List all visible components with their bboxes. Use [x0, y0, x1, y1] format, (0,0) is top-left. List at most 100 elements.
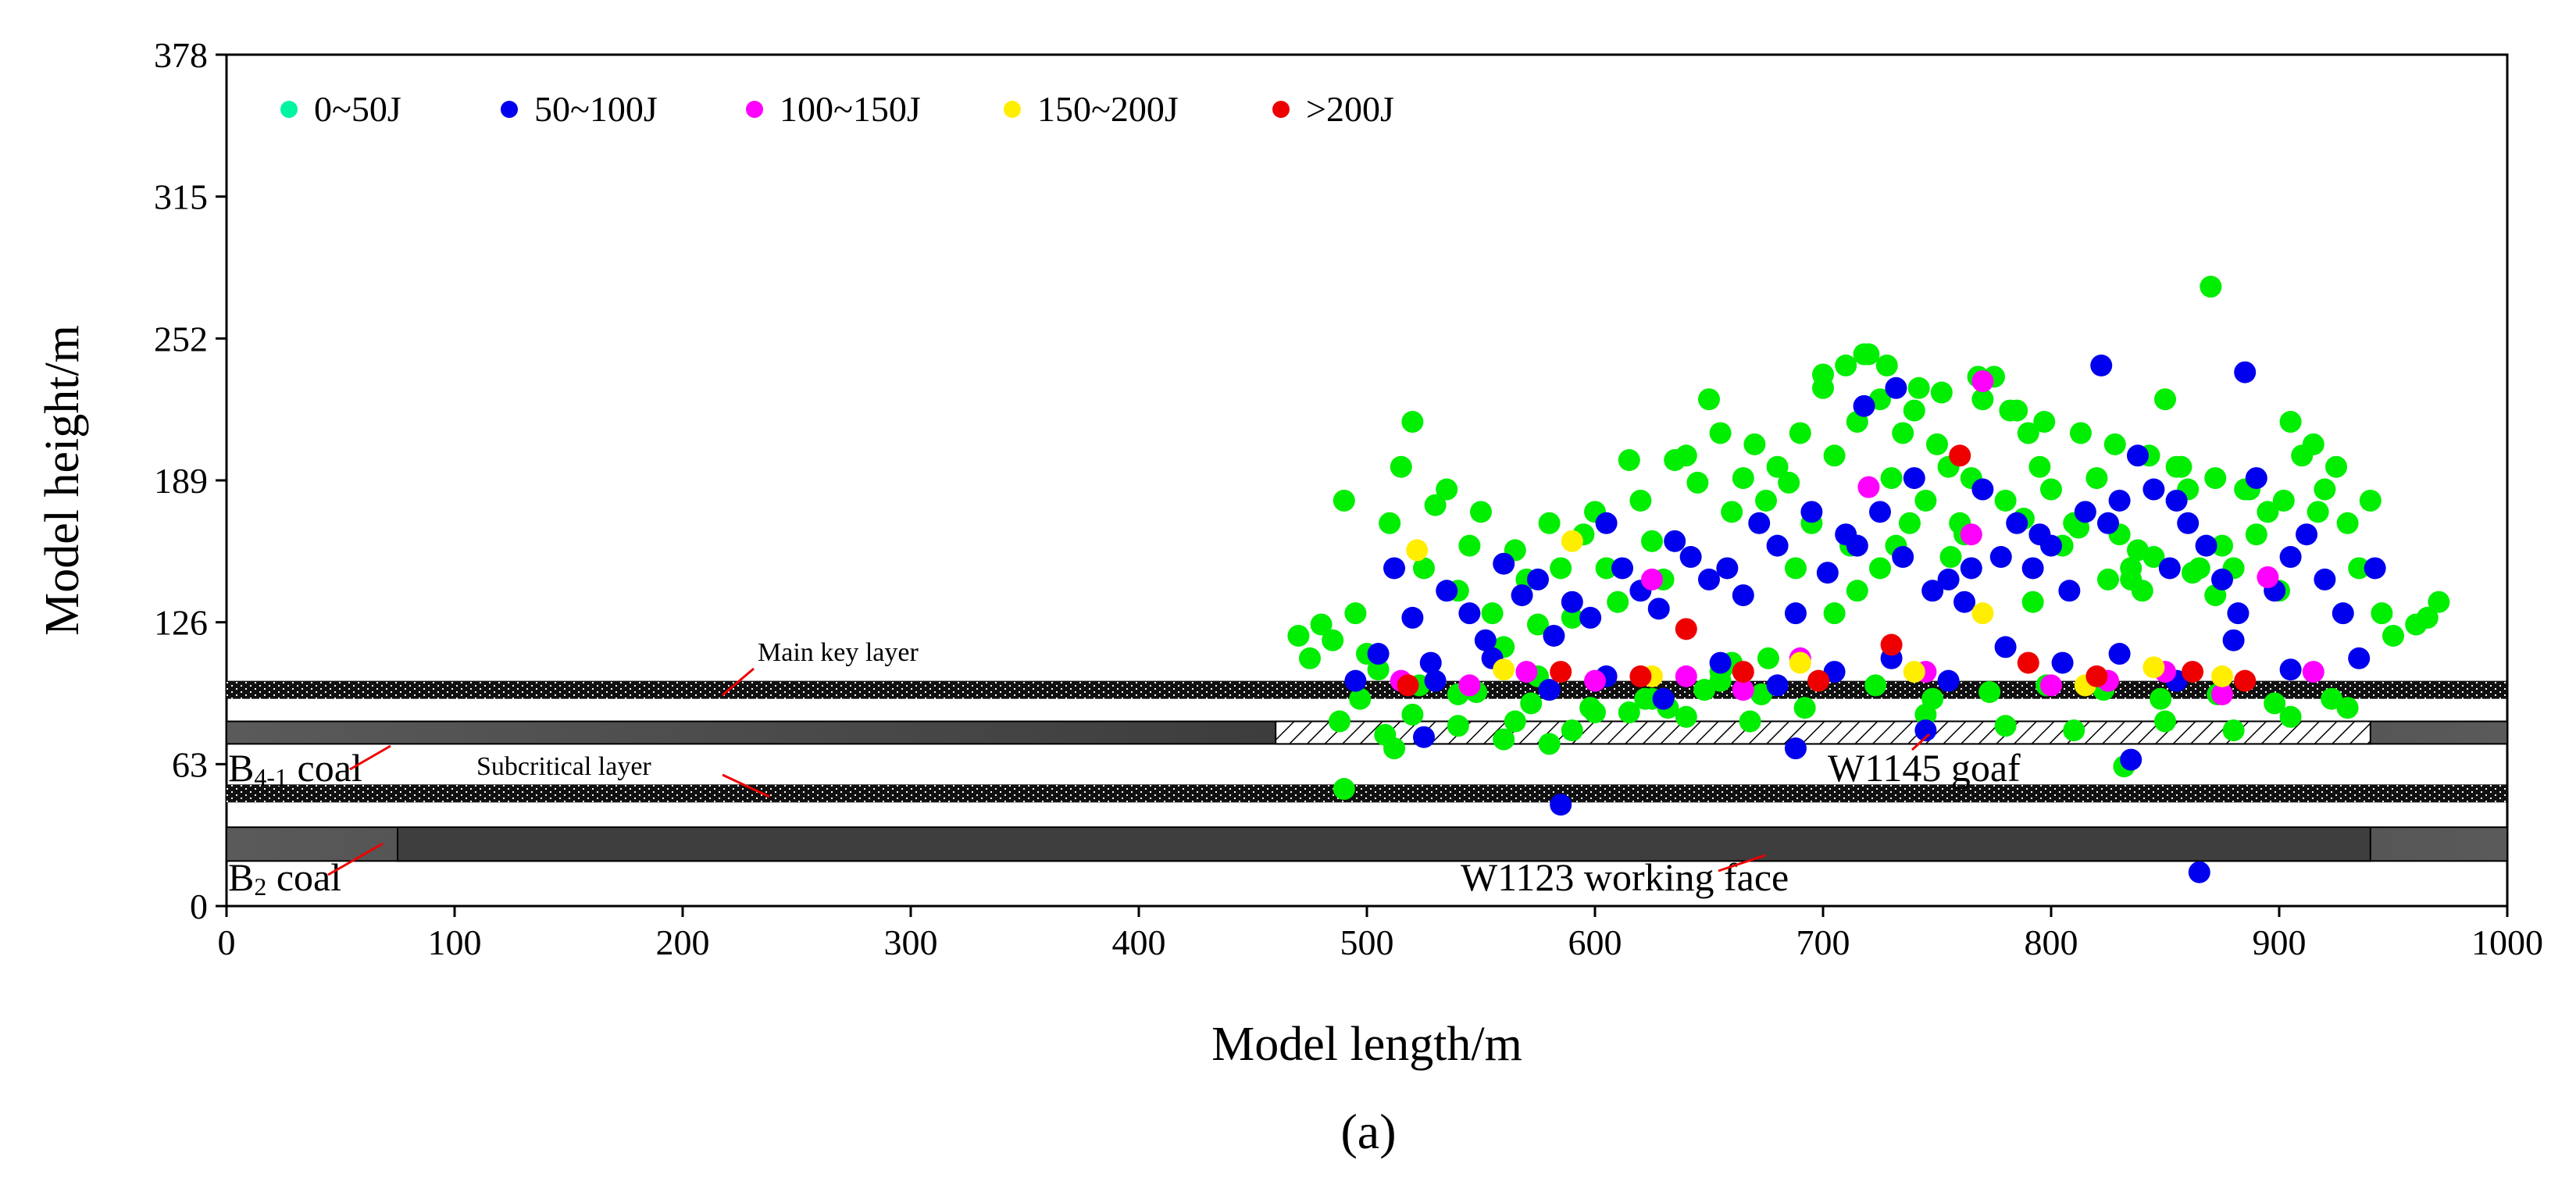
green-point: [2279, 411, 2302, 434]
green-point: [1436, 478, 1458, 501]
x-tick-label: 0: [218, 922, 236, 962]
green-point: [2314, 478, 2336, 501]
green-point: [1299, 647, 1321, 669]
blue-point: [2097, 512, 2119, 534]
magenta-point: [1971, 370, 1994, 393]
b2-coal-label: B2 coal: [228, 855, 341, 901]
green-point: [1618, 449, 1640, 472]
green-point: [2264, 692, 2286, 715]
blue-point: [1800, 501, 1823, 523]
blue-point: [1664, 530, 1686, 552]
blue-point: [1595, 512, 1618, 534]
blue-point: [1527, 568, 1549, 590]
red-point: [1732, 661, 1754, 683]
yellow-point: [1561, 530, 1583, 552]
legend-label: 100~150J: [780, 89, 921, 129]
magenta-point: [1641, 568, 1663, 590]
legend-marker: [1272, 101, 1290, 118]
legend-label: 150~200J: [1037, 89, 1179, 129]
blue-point: [2279, 546, 2302, 569]
blue-point: [2158, 557, 2181, 580]
green-point: [1926, 433, 1948, 455]
green-point: [1903, 399, 1925, 422]
blue-point: [1937, 568, 1960, 590]
blue-point: [1611, 557, 1634, 580]
green-point: [1793, 697, 1816, 719]
blue-point: [1413, 726, 1435, 748]
blue-point: [1493, 552, 1515, 575]
magenta-point: [2257, 566, 2279, 588]
legend-marker: [501, 101, 518, 118]
y-tick-label: 378: [154, 35, 208, 75]
blue-point: [1960, 557, 1982, 580]
yellow-point: [1789, 651, 1811, 674]
subcritical-layer-label: Subcritical layer: [476, 752, 651, 781]
green-point: [1743, 433, 1766, 455]
green-point: [1721, 501, 1743, 523]
blue-point: [1716, 557, 1739, 580]
blue-point: [1401, 606, 1424, 629]
legend-label: 0~50J: [314, 89, 401, 129]
blue-point: [1846, 534, 1868, 557]
green-point: [2028, 455, 2051, 478]
green-point: [1698, 388, 1720, 411]
green-point: [2021, 590, 2044, 613]
green-point: [2321, 687, 2343, 710]
magenta-point: [2302, 661, 2324, 683]
green-point: [1789, 422, 1811, 444]
green-point: [2416, 606, 2439, 629]
green-point: [1538, 512, 1561, 534]
green-point: [1561, 719, 1583, 742]
blue-point: [1367, 643, 1390, 665]
green-point: [1322, 629, 1344, 651]
red-point: [2085, 665, 2108, 687]
green-point: [2211, 534, 2233, 557]
blue-point: [1953, 590, 1976, 613]
green-point: [1675, 705, 1697, 728]
subcritical-layer-band: [227, 784, 2507, 803]
x-tick-label: 200: [656, 922, 710, 962]
green-point: [2154, 388, 2176, 411]
green-point: [2371, 602, 2393, 625]
blue-point: [1419, 651, 1442, 674]
blue-point: [1989, 546, 2012, 569]
green-point: [1310, 613, 1333, 636]
yellow-point: [1903, 661, 1925, 683]
x-tick-label: 900: [2253, 922, 2307, 962]
green-point: [1333, 489, 1355, 512]
blue-point: [2222, 629, 2245, 651]
green-point: [2382, 624, 2404, 647]
blue-point: [1766, 534, 1789, 557]
blue-point: [1383, 557, 1406, 580]
blue-point: [2314, 568, 2336, 590]
green-point: [1493, 728, 1515, 751]
green-point: [2257, 501, 2279, 523]
green-point: [1757, 647, 1779, 669]
green-point: [2040, 478, 2062, 501]
green-point: [1750, 683, 1773, 705]
green-point: [1812, 363, 1834, 386]
red-point: [1807, 669, 1830, 692]
magenta-point: [1960, 523, 1982, 546]
green-point: [1994, 489, 2017, 512]
blue-point: [2211, 568, 2233, 590]
blue-point: [2234, 361, 2257, 384]
blue-point: [1550, 794, 1572, 816]
green-point: [1675, 444, 1697, 467]
y-tick-label: 0: [190, 887, 208, 926]
green-point: [2033, 411, 2056, 434]
green-point: [1766, 455, 1789, 478]
green-point: [1898, 512, 1921, 534]
x-tick-label: 500: [1340, 922, 1394, 962]
blue-point: [2006, 512, 2028, 534]
blue-point: [1921, 580, 1944, 602]
green-point: [1930, 381, 1953, 404]
blue-point: [1732, 584, 1754, 607]
green-point: [1447, 715, 1469, 737]
green-point: [1629, 489, 1652, 512]
green-point: [1869, 557, 1891, 580]
green-point: [1344, 602, 1367, 625]
y-tick-label: 252: [154, 319, 208, 359]
green-point: [1458, 534, 1481, 557]
